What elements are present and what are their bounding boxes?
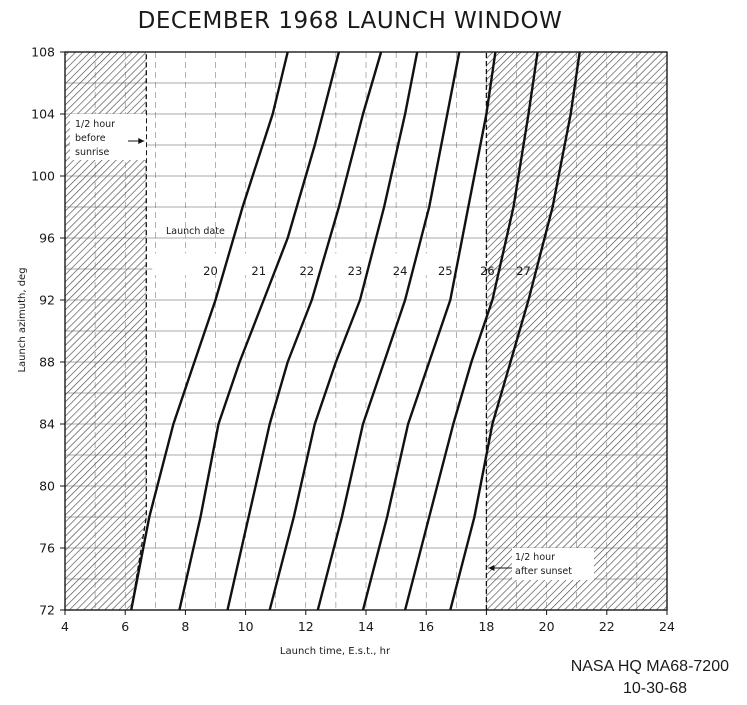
- tick-labels: 4 6 8 10 12 14 16 18 20 22 24 72 76 80 84 88 92 96 100 104 1…: [31, 45, 675, 635]
- x-tick-label: 4: [61, 619, 69, 634]
- x-tick-label: 22: [599, 619, 615, 634]
- y-tick-label: 100: [31, 169, 55, 184]
- y-tick-label: 96: [39, 231, 55, 246]
- x-tick-label: 14: [358, 619, 374, 634]
- sunrise-arrow-head: [138, 138, 145, 144]
- series-label-22: 22: [299, 264, 314, 278]
- sun-boundaries: [130, 52, 488, 611]
- credit-date: 10-30-68: [622, 680, 687, 697]
- sunrise-label-line: sunrise: [75, 147, 109, 158]
- sunset-arrow-head: [488, 565, 495, 571]
- series-label-21: 21: [251, 264, 266, 278]
- series-line-22: [226, 51, 383, 611]
- sunrise-label-bg: [70, 114, 146, 160]
- sunrise-label-line: 1/2 hour: [75, 119, 115, 130]
- series-line-26: [403, 51, 539, 611]
- boundary-line-0: [130, 52, 147, 611]
- x-axis-title: Launch time, E.s.t., hr: [280, 646, 391, 657]
- sunset-label-line: after sunset: [515, 566, 572, 577]
- sunset-label-line: 1/2 hour: [515, 552, 555, 563]
- y-tick-label: 80: [39, 479, 55, 494]
- x-tick-label: 8: [181, 619, 189, 634]
- series-line-24: [316, 51, 461, 611]
- x-tick-label: 10: [238, 619, 254, 634]
- chart-title: DECEMBER 1968 LAUNCH WINDOW: [137, 8, 563, 34]
- annotations: Launch date Launch time, E.s.t., hr Laun…: [17, 114, 594, 657]
- x-tick-label: 12: [298, 619, 314, 634]
- x-tick-label: 6: [121, 619, 129, 634]
- y-tick-label: 72: [39, 603, 55, 618]
- y-tick-label: 108: [31, 45, 55, 60]
- y-tick-label: 92: [39, 293, 55, 308]
- series-line-25: [361, 51, 497, 611]
- y-tick-label: 104: [31, 107, 55, 122]
- series-line-20: [130, 51, 289, 611]
- x-tick-label: 18: [478, 619, 494, 634]
- grid: [65, 52, 667, 610]
- x-tick-label: 24: [659, 619, 675, 634]
- series-line-27: [449, 51, 581, 611]
- series-label-20: 20: [203, 264, 218, 278]
- y-tick-label: 84: [39, 417, 55, 432]
- y-tick-label: 76: [39, 541, 55, 556]
- x-tick-label: 20: [539, 619, 555, 634]
- x-tick-label: 16: [418, 619, 434, 634]
- series-line-21: [178, 51, 341, 611]
- series-label-25: 25: [438, 264, 453, 278]
- credit-code: NASA HQ MA68-7200: [570, 658, 729, 675]
- sunset-label-bg: [512, 548, 594, 580]
- sunrise-label-line: before: [75, 133, 106, 144]
- legend-title: Launch date: [166, 226, 225, 237]
- series-line-23: [268, 51, 419, 611]
- legend-band: [152, 253, 484, 276]
- y-axis-title: Launch azimuth, deg: [17, 267, 28, 372]
- series-label-23: 23: [348, 264, 363, 278]
- series-label-24: 24: [393, 264, 408, 278]
- series-label-26: 26: [480, 264, 495, 278]
- series-lines: 20 21 22 23 24 25 26 27: [130, 51, 581, 611]
- y-tick-label: 88: [39, 355, 55, 370]
- series-label-27: 27: [516, 264, 531, 278]
